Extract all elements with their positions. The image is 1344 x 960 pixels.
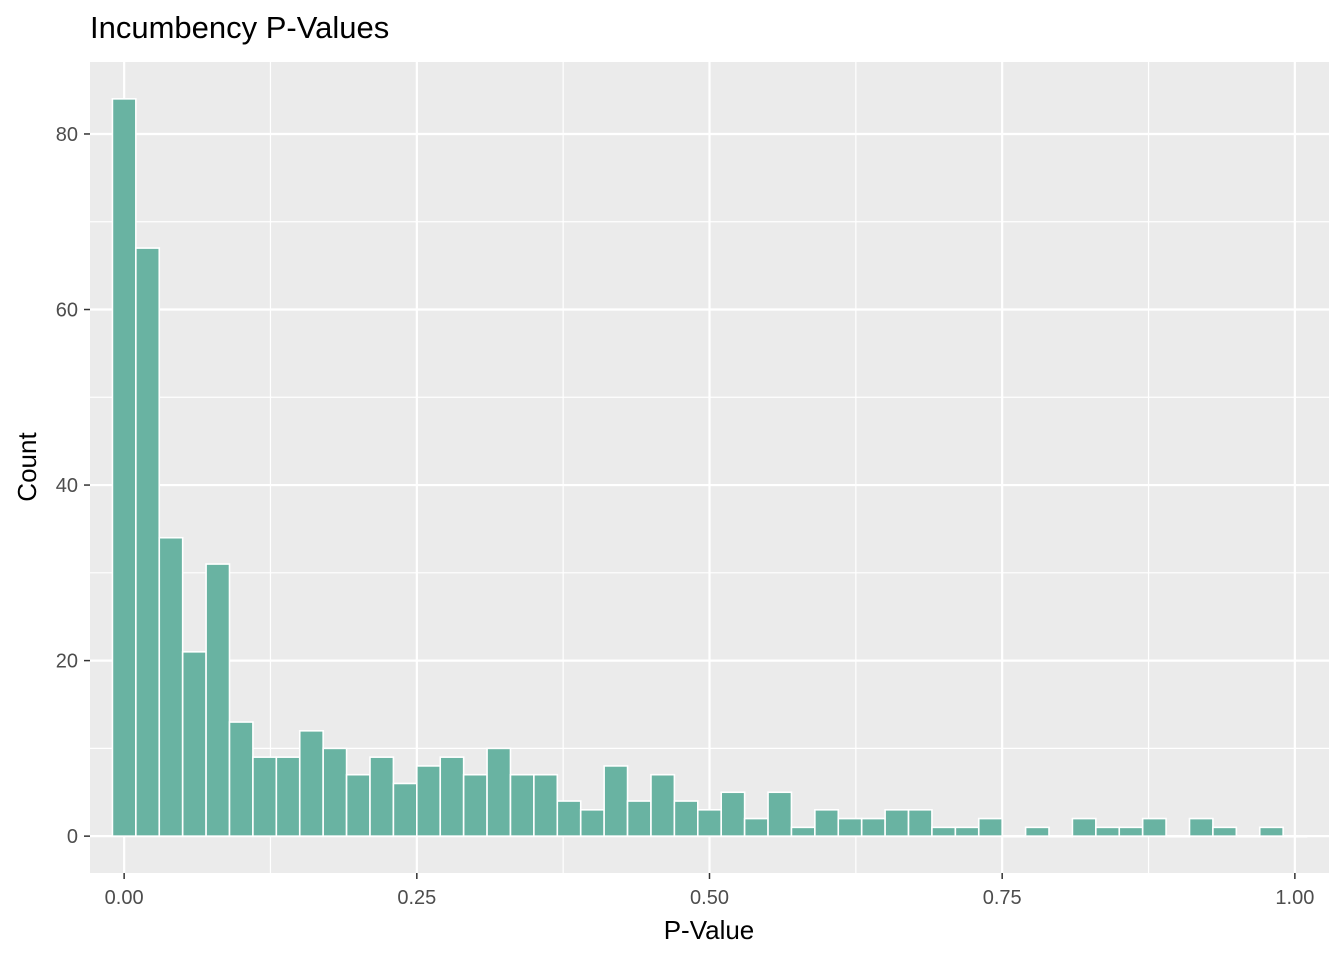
histogram-bar <box>205 563 231 837</box>
histogram-bar <box>1071 817 1097 837</box>
y-axis-title: Count <box>12 432 42 502</box>
histogram-bar <box>977 817 1003 837</box>
histogram-bar <box>814 809 840 837</box>
histogram-bar <box>556 800 582 837</box>
y-axis-ticks: 0 20 40 60 80 <box>56 124 90 848</box>
histogram-bar <box>837 817 863 837</box>
x-axis-title: P-Value <box>664 915 755 945</box>
chart-title: Incumbency P-Values <box>90 10 390 45</box>
histogram-bar <box>1001 835 1027 838</box>
histogram-bar <box>1188 817 1214 837</box>
histogram-bar <box>579 809 605 837</box>
histogram-bar <box>135 247 161 837</box>
histogram-bar <box>720 791 746 837</box>
histogram-bar <box>954 826 980 837</box>
histogram-bar <box>322 747 348 837</box>
histogram-bar <box>743 817 769 837</box>
histogram-bar <box>767 791 793 837</box>
histogram-bar <box>860 817 886 837</box>
histogram-bar <box>884 809 910 837</box>
histogram-bar <box>252 756 278 837</box>
histogram-bar <box>181 651 207 837</box>
histogram-bar <box>275 756 301 837</box>
histogram-bar <box>1048 835 1074 838</box>
histogram-bar <box>1258 826 1284 837</box>
x-axis-ticks: 0.00 0.25 0.50 0.75 1.00 <box>105 873 1314 909</box>
bars <box>111 98 1308 838</box>
histogram-bar <box>533 773 559 837</box>
y-tick-label: 60 <box>56 300 78 322</box>
histogram-bar <box>1165 835 1191 838</box>
y-tick-label: 40 <box>56 475 78 497</box>
histogram-bar <box>111 98 137 837</box>
histogram-bar <box>626 800 652 837</box>
histogram-bar <box>1095 826 1121 837</box>
histogram-bar <box>1118 826 1144 837</box>
x-tick-label: 0.00 <box>105 887 144 909</box>
histogram-bar <box>1212 826 1238 837</box>
histogram-bar <box>790 826 816 837</box>
histogram-bar <box>603 765 629 837</box>
histogram-bar <box>1282 835 1308 838</box>
grid-major <box>90 62 1329 873</box>
histogram-bar <box>650 773 676 837</box>
y-tick-label: 0 <box>67 826 78 848</box>
histogram-bar <box>392 782 418 837</box>
histogram-bar <box>1235 835 1261 838</box>
histogram-bar <box>1024 826 1050 837</box>
histogram-bar <box>486 747 512 837</box>
histogram-bar <box>696 809 723 837</box>
x-tick-label: 0.50 <box>690 887 729 909</box>
histogram-bar <box>228 721 254 837</box>
histogram-bar <box>298 730 324 837</box>
histogram-bar <box>673 800 699 837</box>
x-tick-label: 1.00 <box>1275 887 1314 909</box>
y-tick-label: 20 <box>56 651 78 673</box>
histogram-bar <box>907 809 933 837</box>
histogram-bar <box>369 756 395 837</box>
histogram-bar <box>345 773 371 837</box>
y-tick-label: 80 <box>56 124 78 146</box>
histogram-bar <box>416 765 442 837</box>
histogram-bar <box>158 536 184 837</box>
x-tick-label: 0.25 <box>397 887 436 909</box>
histogram-bar <box>509 773 535 837</box>
histogram-bar <box>931 826 957 837</box>
histogram-bar <box>462 773 488 837</box>
histogram-bar <box>439 756 465 837</box>
histogram-bar <box>1141 817 1167 837</box>
x-tick-label: 0.75 <box>983 887 1022 909</box>
